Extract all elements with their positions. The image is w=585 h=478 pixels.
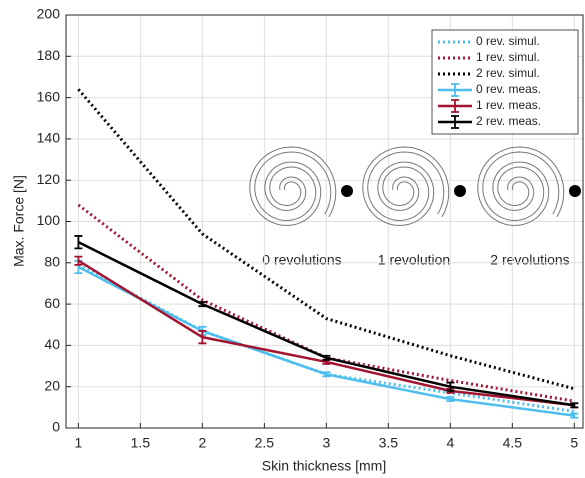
error-bar: [74, 235, 83, 250]
y-tick-label: 20: [44, 377, 60, 393]
legend-errorbar: [451, 83, 459, 97]
error-bar: [446, 396, 455, 403]
spiral: [482, 151, 560, 222]
spiral-dot: [341, 185, 353, 197]
spiral: [362, 146, 450, 226]
annotation: 2 revolutions: [490, 252, 569, 268]
x-tick-label: 1: [74, 435, 82, 451]
error-bar: [446, 381, 455, 392]
legend-errorbar: [451, 99, 459, 113]
error-bar: [198, 330, 207, 345]
simulated-line: [77, 88, 575, 391]
annotation: 1 revolution: [378, 252, 450, 268]
y-tick-label: 180: [37, 47, 61, 63]
error-bar: [198, 301, 207, 308]
simulated-line: [77, 203, 575, 403]
x-tick-label: 3: [322, 435, 330, 451]
x-tick-label: 4: [446, 435, 454, 451]
x-tick-label: 2: [198, 435, 206, 451]
y-tick-label: 80: [44, 254, 60, 270]
legend-label: 1 rev. meas.: [476, 98, 541, 112]
error-bar: [74, 255, 83, 266]
legend-label: 0 rev. simul.: [476, 34, 540, 48]
error-bar: [322, 371, 331, 378]
y-tick-label: 0: [52, 419, 60, 435]
spiral: [254, 151, 332, 222]
x-tick-label: 1.5: [131, 435, 151, 451]
y-tick-label: 140: [37, 130, 61, 146]
legend-errorbar: [451, 115, 459, 129]
error-bar: [570, 402, 579, 409]
legend: 0 rev. simul. 1 rev. simul. 2 rev. simul. 0…: [431, 29, 579, 135]
spiral: [249, 146, 337, 226]
spiral-dot: [569, 185, 581, 197]
y-tick-label: 160: [37, 88, 61, 104]
legend-label: 2 rev. simul.: [476, 66, 540, 80]
legend-label: 0 rev. meas.: [476, 82, 541, 96]
error-bar: [570, 412, 579, 419]
y-tick-label: 60: [44, 295, 60, 311]
x-tick-label: 3.5: [379, 435, 399, 451]
spiral-illustrations: [249, 146, 581, 226]
x-tick-label: 5: [570, 435, 578, 451]
annotation: 0 revolutions: [262, 252, 341, 268]
x-axis-label: Skin thickness [mm]: [262, 458, 386, 474]
legend-label: 1 rev. simul.: [476, 50, 540, 64]
x-tick-label: 2.5: [255, 435, 275, 451]
spiral: [477, 146, 565, 226]
y-axis-label: Max. Force [N]: [11, 175, 27, 267]
legend-label: 2 rev. meas.: [476, 114, 541, 128]
x-tick-label: 4.5: [503, 435, 523, 451]
spiral: [367, 151, 445, 222]
y-tick-label: 120: [37, 171, 61, 187]
plot-frame: [65, 14, 584, 429]
spiral-dot: [454, 185, 466, 197]
error-bar: [322, 354, 331, 361]
y-tick-label: 100: [37, 212, 61, 228]
y-tick-label: 200: [37, 6, 61, 22]
y-tick-label: 40: [44, 336, 60, 352]
